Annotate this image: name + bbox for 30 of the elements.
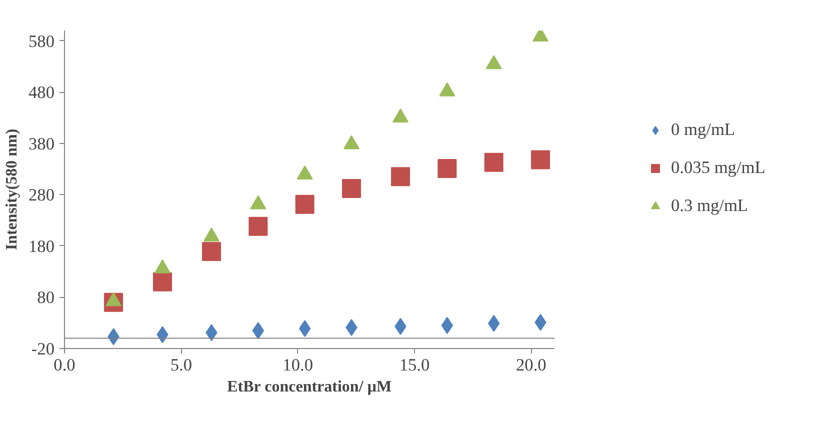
y-tick-label: 580 — [28, 32, 55, 51]
legend-label: 0.3 mg/mL — [671, 196, 748, 216]
x-tick-label: 5.0 — [170, 356, 192, 374]
point — [391, 167, 410, 186]
point — [153, 272, 172, 292]
point — [202, 242, 221, 262]
x-tick-label: 10.0 — [282, 356, 313, 374]
y-tick-label: 80 — [37, 288, 54, 308]
point — [439, 82, 456, 96]
legend-label: 0 mg/mL — [671, 120, 736, 140]
x-axis-title: EtBr concentration/ µM — [227, 378, 392, 396]
point — [248, 216, 268, 236]
x-tick-label: 20.0 — [516, 356, 546, 374]
y-tick-label: 280 — [28, 186, 55, 205]
point — [342, 178, 361, 198]
point — [295, 194, 314, 214]
point — [531, 150, 550, 170]
legend-label: 0.035 mg/mL — [671, 158, 766, 178]
x-tick-label: 15.0 — [399, 356, 430, 374]
point — [344, 135, 360, 150]
y-tick-label: 180 — [28, 236, 55, 256]
y-tick-label: 480 — [28, 83, 55, 102]
point — [392, 108, 408, 123]
y-tick-label: -20 — [31, 340, 55, 358]
point — [438, 158, 457, 178]
y-tick-label: 380 — [28, 134, 55, 154]
point — [484, 152, 504, 172]
x-tick-label: 0.0 — [54, 356, 76, 374]
point — [486, 55, 502, 70]
y-axis-title: Intensity(580 nm) — [4, 128, 21, 250]
